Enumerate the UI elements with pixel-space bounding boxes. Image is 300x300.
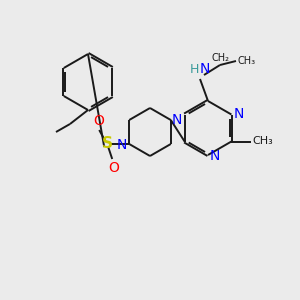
Text: CH₃: CH₃ xyxy=(252,136,273,146)
Text: O: O xyxy=(93,114,104,128)
Text: N: N xyxy=(172,113,182,127)
Text: S: S xyxy=(102,136,113,152)
Text: CH₂: CH₂ xyxy=(211,53,229,63)
Text: O: O xyxy=(108,161,119,175)
Text: N: N xyxy=(233,106,244,121)
Text: N: N xyxy=(200,62,210,76)
Text: N: N xyxy=(117,138,127,152)
Text: N: N xyxy=(210,149,220,163)
Text: CH₃: CH₃ xyxy=(237,56,255,66)
Text: H: H xyxy=(190,63,199,76)
